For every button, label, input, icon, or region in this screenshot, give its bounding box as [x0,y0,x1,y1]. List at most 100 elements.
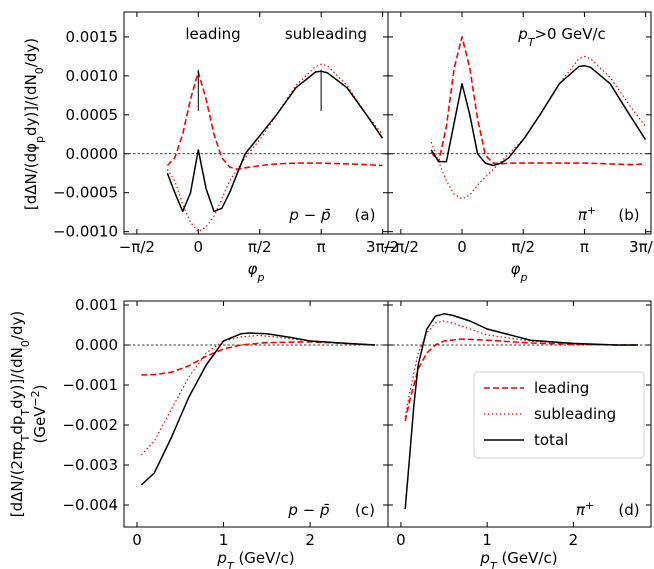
panel-b-xtick-label-2: π/2 [511,238,535,256]
panel-d-xlabel-sub: T [490,560,498,569]
panel-c-total-line [140,332,376,486]
panel-d-total-line [404,313,639,510]
top-ylabel-part1: [dΔN/(dφ [22,143,40,210]
panel-c-species-label: p − p̄ [287,501,329,519]
top-ylabel-sub1: p [33,136,46,143]
panel-a-ytick-label-4: 0.0010 [66,67,119,85]
bottom-ylabel-sub3: 0 [19,340,32,347]
legend-leading-label: leading [534,379,589,397]
panel-b-pt-rest: >0 GeV/c [534,25,605,43]
bottom-ylabel-unit-end: ) [31,384,49,390]
legend-box [473,371,645,459]
top-ylabel-part3: /dy) [22,38,40,67]
panel-a-leading-line [166,71,383,171]
plot-layer [124,36,651,510]
panel-a-ytick-label-3: 0.0005 [66,106,119,124]
panel-d-xlabel-main: p [479,549,490,567]
legend-subleading-label: subleading [534,405,616,423]
bottom-y-axis-label-line2: (GeV−2) [29,384,50,443]
panel-a-subleading-label: subleading [285,25,367,43]
panel-d-tag: (d) [618,501,639,519]
bottom-ylabel-unit-sup: −2 [29,390,42,406]
legend-total-label: total [534,431,568,449]
panel-d-xlabel-unit: (GeV/c) [497,549,558,567]
panel-b-pt-label: pT>0 GeV/c [517,25,606,49]
panel-c-xtick-label-1: 1 [219,531,229,549]
panel-b-species-main: π [578,206,588,224]
panel-c-tag: (c) [355,501,375,519]
panel-a-ytick-label-5: 0.0015 [66,28,119,46]
panel-c-xtick-label-0: 0 [132,531,142,549]
panel-b-species-sup: + [587,204,596,217]
panel-b-pt-sub: T [528,36,536,49]
panel-c-frame [123,300,389,528]
panel-b-tag: (b) [618,206,639,224]
bottom-ylabel-sub2: T [19,409,32,417]
panel-b-subleading-line [430,55,646,200]
panel-a-leading-label: leading [185,25,240,43]
panel-d-species-label: π+ [576,499,594,520]
top-y-axis-label: [dΔN/(dφpdy)]/(dN0/dy) [22,38,46,210]
panel-d-species-main: π [576,501,586,519]
panel-a-tag: (a) [355,206,376,224]
bottom-ylabel-sub1: T [19,434,32,442]
panel-a-x-axis-label: φp [248,260,265,284]
panel-c-ytick-label-5: 0.001 [75,296,118,314]
bottom-y-axis-label-line1: [dΔN/(2πpTdpTdy)]/(dN0/dy) [8,311,32,517]
panel-c-xlabel-sub: T [227,560,235,569]
panel-c-ytick-label-1: −0.003 [62,456,118,474]
panel-a-xtick-label-0: −π/2 [119,238,155,256]
panel-b-leading-line [430,36,646,166]
panel-d-xtick-label-0: 0 [396,531,406,549]
bottom-ylabel-unit: (GeV [31,406,49,444]
panel-b-xlabel-sub: p [519,271,527,284]
panel-b-xtick-label-0: −π/2 [383,238,419,256]
panel-d-xtick-label-2: 2 [569,531,579,549]
panel-a-xtick-label-2: π/2 [248,238,272,256]
tick-layer: −π/2 0 π/2 π 3π/2−0.0010−0.00050.00000.00050… [53,12,654,549]
panel-a-species-label: p − p̄ [288,206,330,224]
panel-a-total-line [166,70,384,213]
bottom-ylabel-c: dy)]/(dN [8,347,26,409]
panel-a-subleading-line [166,63,383,233]
panel-c-ytick-label-4: 0.000 [75,336,118,354]
panel-c-leading-line [141,341,376,376]
panel-b-xlabel-main: φ [511,260,521,278]
panel-c-ytick-label-3: −0.001 [62,376,118,394]
panel-c-xtick-label-2: 2 [305,531,315,549]
panel-a-xtick-label-3: π [317,238,326,256]
panel-c-x-axis-label: pT (GeV/c) [216,549,294,569]
panel-a-xlabel-sub: p [256,271,264,284]
panel-c-xlabel-unit: (GeV/c) [234,549,295,567]
panel-c-xlabel-main: p [216,549,227,567]
panel-b-species-label: π+ [578,204,596,225]
panel-a-xlabel-main: φ [248,260,258,278]
bottom-ylabel-a: [dΔN/(2πp [8,441,26,517]
panel-a-xtick-label-1: 0 [194,238,204,256]
panel-d-frame [387,300,652,528]
legend: leading subleading total [473,371,645,459]
panel-b-xtick-label-4: 3π/2 [629,238,654,256]
panel-c-subleading-line [140,334,376,456]
panel-c-ytick-label-0: −0.004 [62,496,118,514]
panel-d-species-sup: + [585,499,594,512]
panel-b-xtick-label-1: 0 [457,238,467,256]
bottom-ylabel-b: dp [8,416,26,435]
panel-c-ytick-label-2: −0.002 [62,416,118,434]
bottom-ylabel-d: /dy) [8,311,26,340]
top-ylabel-part2: dy)]/(dN [22,74,40,136]
panel-b-pt-main: p [517,25,528,43]
panel-b-frame [387,11,652,235]
panel-a-xtick-label-4: 3π/2 [366,238,399,256]
panel-b-x-axis-label: φp [511,260,528,284]
panel-a-ytick-label-2: 0.0000 [66,145,119,163]
panel-a-frame [123,11,389,235]
panel-a-ytick-label-1: −0.0005 [53,184,118,202]
panel-a-ytick-label-0: −0.0010 [53,223,118,241]
panel-b-xtick-label-3: π [580,238,589,256]
top-ylabel-sub2: 0 [33,67,46,74]
panel-b-total-line [430,64,647,167]
panel-d-xtick-label-1: 1 [482,531,492,549]
panel-d-x-axis-label: pT (GeV/c) [479,549,557,569]
